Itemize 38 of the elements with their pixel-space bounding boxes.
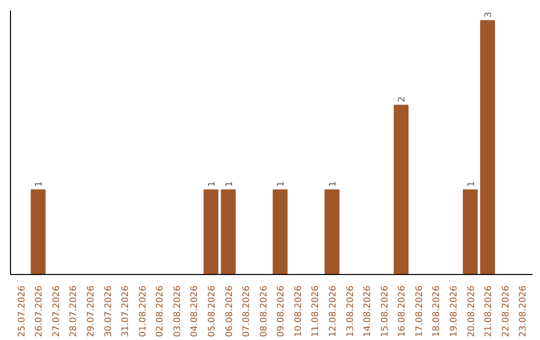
data-label: 1 bbox=[466, 181, 477, 187]
x-tick-label: 19.08.2026 bbox=[449, 285, 460, 338]
x-tick-label: 27.07.2026 bbox=[52, 285, 62, 338]
x-tick-label: 18.08.2026 bbox=[432, 285, 442, 338]
x-tick-label: 13.08.2026 bbox=[346, 285, 356, 338]
x-tick-label: 07.08.2026 bbox=[242, 285, 252, 338]
data-label: 1 bbox=[328, 181, 338, 187]
x-tick-label: 23.08.2026 bbox=[518, 285, 529, 338]
x-tick-label: 31.07.2026 bbox=[121, 285, 132, 338]
data-label: 3 bbox=[484, 12, 494, 18]
x-tick-label: 28.07.2026 bbox=[69, 285, 80, 338]
x-tick-label: 08.08.2026 bbox=[259, 285, 270, 338]
data-label: 1 bbox=[208, 181, 218, 187]
x-tick-label: 20.08.2026 bbox=[466, 285, 477, 338]
x-tick-label: 05.08.2026 bbox=[208, 285, 218, 338]
x-tick-label: 30.07.2026 bbox=[104, 285, 114, 338]
x-tick-label: 02.08.2026 bbox=[156, 285, 166, 338]
x-tick-label: 11.08.2026 bbox=[311, 285, 322, 338]
x-tick-label: 06.08.2026 bbox=[224, 285, 235, 338]
x-tick-label: 21.08.2026 bbox=[484, 285, 494, 338]
x-tick-label: 09.08.2026 bbox=[276, 285, 287, 338]
x-tick-label: 17.08.2026 bbox=[414, 285, 425, 338]
x-tick-label: 12.08.2026 bbox=[328, 285, 338, 338]
x-tick-label: 03.08.2026 bbox=[172, 285, 183, 338]
x-tick-label: 14.08.2026 bbox=[363, 285, 374, 338]
data-label: 1 bbox=[276, 181, 287, 187]
x-tick-label: 29.07.2026 bbox=[86, 285, 97, 338]
data-label: 1 bbox=[34, 181, 45, 187]
x-tick-label: 10.08.2026 bbox=[294, 285, 304, 338]
x-tick-label: 01.08.2026 bbox=[138, 285, 148, 338]
x-tick-label: 04.08.2026 bbox=[190, 285, 200, 338]
data-label: 2 bbox=[398, 96, 408, 102]
x-tick-label: 25.07.2026 bbox=[17, 285, 28, 338]
x-tick-label: 15.08.2026 bbox=[380, 285, 390, 338]
x-tick-label: 22.08.2026 bbox=[501, 285, 512, 338]
x-tick-label: 26.07.2026 bbox=[34, 285, 45, 338]
data-label: 1 bbox=[224, 181, 235, 187]
x-tick-label: 16.08.2026 bbox=[398, 285, 408, 338]
